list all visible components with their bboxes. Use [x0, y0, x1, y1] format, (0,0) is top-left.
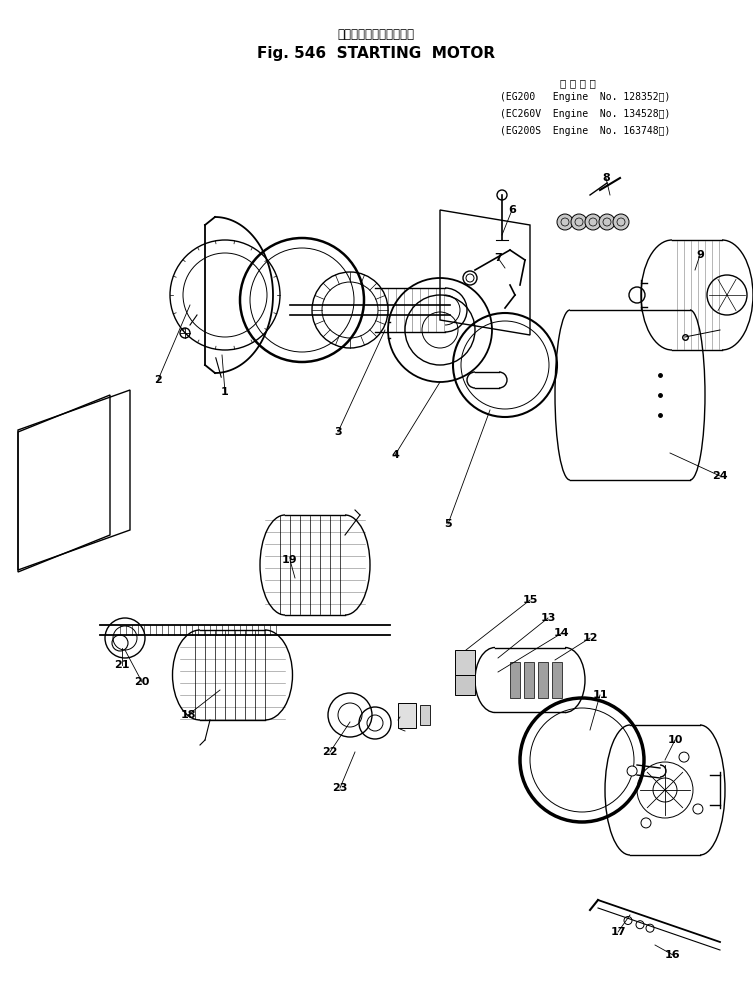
- Text: 17: 17: [610, 927, 626, 937]
- Bar: [420, 705, 430, 725]
- Circle shape: [641, 818, 651, 828]
- Text: (EC260V  Engine  No. 134528～): (EC260V Engine No. 134528～): [500, 109, 670, 119]
- Text: 2: 2: [154, 375, 162, 385]
- Text: 15: 15: [523, 595, 538, 605]
- Text: 24: 24: [712, 471, 728, 481]
- Text: 22: 22: [322, 747, 338, 757]
- Circle shape: [646, 925, 654, 933]
- Circle shape: [571, 214, 587, 230]
- Bar: [398, 703, 416, 728]
- Text: 5: 5: [444, 519, 452, 529]
- Circle shape: [613, 214, 629, 230]
- Text: 適 用 号 機: 適 用 号 機: [560, 78, 596, 88]
- Text: 3: 3: [334, 427, 342, 437]
- Text: 13: 13: [541, 613, 556, 623]
- Text: 16: 16: [665, 950, 681, 960]
- Text: 12: 12: [582, 633, 598, 643]
- Circle shape: [627, 766, 637, 776]
- Bar: [538, 662, 548, 698]
- Circle shape: [585, 214, 601, 230]
- Text: 7: 7: [494, 253, 502, 263]
- Bar: [524, 662, 534, 698]
- Text: 21: 21: [114, 660, 130, 670]
- Circle shape: [693, 804, 703, 814]
- Text: 11: 11: [593, 690, 608, 700]
- Text: (EG200   Engine  No. 128352～): (EG200 Engine No. 128352～): [500, 92, 670, 102]
- Text: 14: 14: [554, 628, 570, 638]
- Text: 18: 18: [180, 710, 196, 720]
- Text: Fig. 546  STARTING  MOTOR: Fig. 546 STARTING MOTOR: [257, 46, 495, 61]
- Bar: [510, 662, 520, 698]
- Text: 8: 8: [602, 173, 610, 183]
- Circle shape: [557, 214, 573, 230]
- Text: 4: 4: [391, 450, 399, 460]
- Text: 23: 23: [332, 783, 348, 793]
- Text: 1: 1: [221, 387, 229, 397]
- Text: 9: 9: [696, 250, 704, 260]
- Circle shape: [636, 920, 644, 929]
- Text: 20: 20: [134, 677, 150, 687]
- Bar: [455, 650, 475, 675]
- Bar: [552, 662, 562, 698]
- Circle shape: [624, 916, 632, 925]
- Text: 6: 6: [508, 205, 516, 215]
- Circle shape: [599, 214, 615, 230]
- Text: 19: 19: [282, 555, 298, 565]
- Text: (EG200S  Engine  No. 163748～): (EG200S Engine No. 163748～): [500, 126, 670, 136]
- Circle shape: [679, 752, 689, 763]
- Text: スターティング　モータ: スターティング モータ: [337, 28, 414, 41]
- Text: 10: 10: [667, 735, 683, 745]
- Bar: [455, 675, 475, 695]
